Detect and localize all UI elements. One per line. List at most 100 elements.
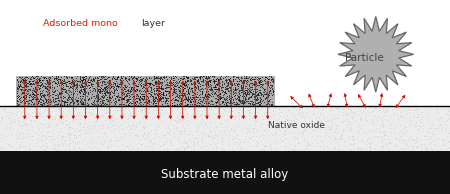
Point [171, 148, 179, 151]
Point [238, 78, 245, 81]
Point [76, 94, 83, 97]
Point [166, 96, 173, 99]
Point [238, 81, 245, 84]
Point [248, 83, 256, 86]
Point [254, 98, 261, 101]
Point [171, 84, 178, 87]
Point [193, 79, 200, 82]
Point [20, 123, 27, 126]
Point [27, 118, 34, 121]
Point [266, 143, 273, 146]
Point [144, 136, 151, 139]
Point [53, 76, 60, 79]
Point [78, 98, 85, 101]
Point [360, 130, 367, 133]
Point [158, 97, 165, 100]
Point [112, 105, 119, 108]
Point [97, 88, 104, 91]
Point [163, 81, 170, 84]
Point [230, 87, 237, 91]
Point [105, 112, 112, 115]
Point [379, 143, 386, 146]
Point [364, 137, 372, 140]
Point [58, 92, 65, 95]
Point [183, 140, 190, 144]
Point [436, 110, 443, 113]
Point [76, 132, 84, 135]
Point [145, 98, 152, 101]
Point [201, 106, 208, 109]
Point [432, 142, 440, 146]
Point [227, 89, 234, 92]
Point [193, 113, 200, 116]
Point [25, 85, 32, 88]
Point [128, 86, 135, 89]
Point [202, 99, 210, 102]
Point [146, 140, 153, 143]
Point [83, 95, 90, 98]
Point [31, 93, 38, 96]
Point [94, 92, 101, 95]
Point [332, 137, 339, 140]
Point [254, 125, 261, 128]
Point [106, 99, 113, 102]
Point [232, 94, 239, 97]
Point [7, 129, 14, 132]
Point [122, 77, 130, 80]
Point [167, 98, 174, 101]
Point [249, 114, 256, 117]
Point [414, 147, 421, 150]
Point [22, 88, 29, 91]
Point [4, 142, 12, 145]
Point [235, 95, 243, 98]
Point [99, 93, 107, 96]
Point [42, 100, 50, 103]
Point [80, 75, 87, 79]
Point [51, 81, 59, 84]
Point [246, 97, 253, 100]
Point [207, 113, 214, 117]
Point [172, 98, 180, 101]
Point [142, 103, 149, 106]
Point [59, 86, 67, 89]
Point [10, 138, 18, 141]
Point [368, 106, 375, 109]
Point [51, 99, 59, 102]
Point [326, 120, 333, 123]
Point [200, 75, 207, 78]
Point [0, 107, 8, 111]
Point [69, 109, 76, 112]
Point [234, 146, 241, 150]
Point [379, 120, 387, 124]
Point [188, 89, 195, 92]
Point [39, 99, 46, 102]
Point [253, 140, 261, 143]
Point [392, 136, 400, 139]
Point [206, 79, 213, 82]
Point [63, 123, 70, 126]
Point [282, 130, 289, 133]
Point [230, 141, 238, 144]
Point [14, 95, 21, 98]
Point [312, 137, 319, 140]
Point [46, 77, 53, 80]
Point [369, 117, 376, 120]
Point [249, 94, 256, 97]
Point [396, 110, 403, 113]
Point [184, 85, 191, 88]
Point [163, 147, 171, 150]
Point [225, 97, 233, 100]
Point [67, 108, 74, 111]
Bar [0, 151, 450, 194]
Point [81, 120, 89, 123]
Point [18, 87, 25, 91]
Point [147, 88, 154, 92]
Point [35, 100, 42, 103]
Point [184, 85, 191, 88]
Point [63, 100, 70, 103]
Point [207, 87, 215, 90]
Point [171, 97, 178, 100]
Point [127, 85, 135, 88]
Point [279, 106, 286, 109]
Point [28, 92, 36, 95]
